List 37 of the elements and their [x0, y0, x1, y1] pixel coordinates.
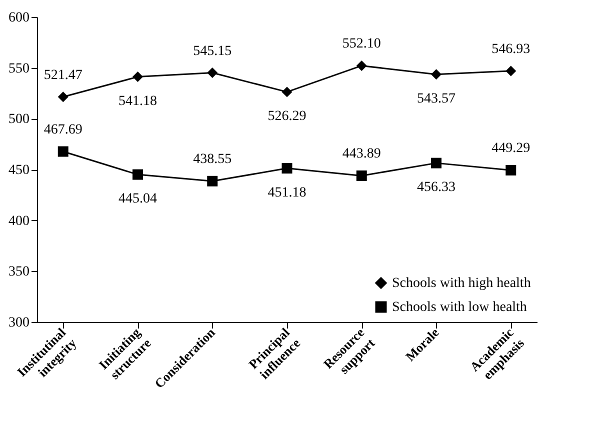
data-label: 545.15 — [193, 44, 232, 59]
data-label: 521.47 — [44, 68, 82, 83]
point — [58, 92, 68, 102]
data-label: 552.10 — [342, 36, 381, 52]
data-label: 467.69 — [44, 122, 82, 138]
point — [282, 163, 292, 174]
point — [431, 69, 442, 80]
data-label: 451.18 — [268, 185, 306, 200]
data-label: 445.04 — [118, 192, 157, 207]
point — [282, 86, 292, 98]
y-tick-label: 400 — [8, 214, 30, 229]
data-label: 456.33 — [417, 180, 456, 196]
legend-label: Schools with high health — [392, 276, 531, 291]
data-label: 449.29 — [492, 141, 530, 156]
point — [506, 66, 516, 76]
y-tick-label: 300 — [8, 316, 30, 330]
y-tick-label: 350 — [8, 264, 30, 280]
y-tick-label: 450 — [8, 163, 30, 178]
data-label: 543.57 — [417, 91, 456, 106]
legend-label: Schools with low health — [392, 300, 527, 315]
data-label: 438.55 — [193, 152, 232, 168]
y-tick-label: 550 — [8, 61, 30, 76]
data-label: 541.18 — [118, 94, 157, 109]
point — [132, 72, 143, 82]
point — [506, 164, 516, 176]
y-tick-label: 600 — [8, 10, 30, 26]
data-label: 443.89 — [342, 146, 381, 162]
point — [207, 68, 218, 78]
point — [431, 158, 442, 168]
point — [356, 170, 367, 181]
point — [58, 146, 68, 157]
point — [132, 169, 143, 180]
point — [207, 176, 218, 186]
data-label: 546.93 — [492, 42, 530, 57]
point — [356, 60, 367, 71]
y-tick-label: 500 — [8, 112, 30, 128]
data-label: 526.29 — [268, 108, 306, 124]
